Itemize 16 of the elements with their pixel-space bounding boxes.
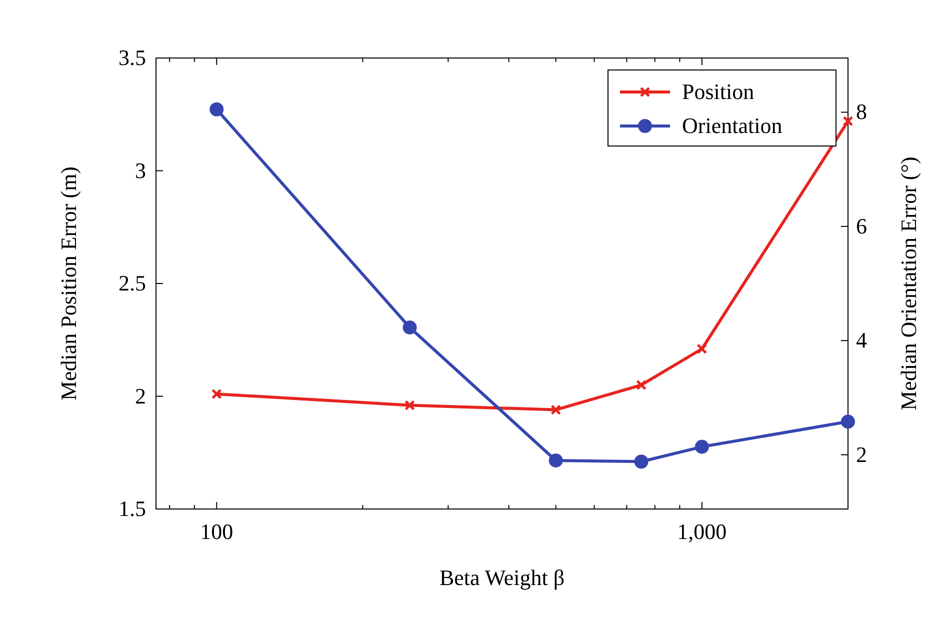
y2-tick-label: 4 <box>856 328 867 353</box>
legend-label: Orientation <box>682 113 782 138</box>
y-tick-label: 2 <box>135 383 146 408</box>
y2-axis-title: Median Orientation Error (°) <box>896 156 921 410</box>
legend-label: Position <box>682 79 754 104</box>
y-tick-label: 2.5 <box>118 270 146 296</box>
x-tick-label: 100 <box>200 519 234 544</box>
y2-tick-label: 2 <box>856 442 867 467</box>
y2-tick-label: 8 <box>856 99 867 124</box>
x-tick-label: 1,000 <box>677 519 727 544</box>
y-tick-label: 3 <box>135 158 146 183</box>
x-axis-title: Beta Weight β <box>439 565 565 590</box>
y-tick-label: 3.5 <box>118 45 146 70</box>
y2-tick-label: 6 <box>856 213 867 238</box>
y-axis-title: Median Position Error (m) <box>56 166 81 401</box>
y-tick-label: 1.5 <box>118 496 146 521</box>
